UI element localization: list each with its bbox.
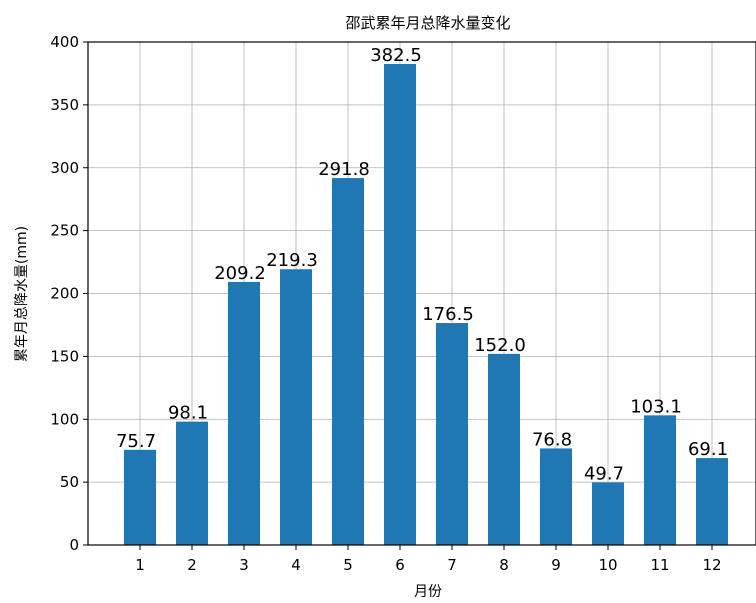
data-label: 152.0 bbox=[474, 335, 526, 356]
bar-month-4 bbox=[280, 269, 312, 545]
x-tick-label: 8 bbox=[499, 556, 509, 574]
x-tick-label: 6 bbox=[395, 556, 405, 574]
y-tick-label: 200 bbox=[50, 285, 79, 303]
x-axis-ticks: 1 2 3 4 5 6 7 8 9 10 11 12 bbox=[135, 545, 722, 574]
x-tick-label: 7 bbox=[447, 556, 457, 574]
data-label: 176.5 bbox=[422, 304, 474, 325]
x-tick-label: 2 bbox=[187, 556, 197, 574]
bar-month-1 bbox=[124, 449, 156, 545]
y-tick-label: 250 bbox=[50, 222, 79, 240]
y-tick-label: 350 bbox=[50, 96, 79, 114]
plot-frame bbox=[87, 41, 756, 546]
data-label: 291.8 bbox=[318, 159, 370, 180]
y-tick-label: 400 bbox=[50, 33, 79, 51]
bars bbox=[124, 64, 728, 545]
x-tick-label: 10 bbox=[598, 556, 617, 574]
bar-month-8 bbox=[488, 353, 520, 545]
bar-month-5 bbox=[332, 178, 364, 545]
bar-month-12 bbox=[696, 458, 728, 545]
bar-month-7 bbox=[436, 323, 468, 545]
data-label: 49.7 bbox=[584, 464, 624, 485]
data-label: 382.5 bbox=[370, 45, 422, 66]
bar-month-11 bbox=[644, 415, 676, 545]
x-tick-label: 12 bbox=[702, 556, 721, 574]
bar-month-3 bbox=[228, 281, 260, 545]
y-tick-label: 100 bbox=[50, 410, 79, 428]
x-tick-label: 3 bbox=[239, 556, 249, 574]
y-tick-label: 300 bbox=[50, 159, 79, 177]
data-label: 219.3 bbox=[266, 250, 318, 271]
y-axis-ticks: 0 50 100 150 200 250 300 350 400 bbox=[50, 33, 88, 554]
data-label: 103.1 bbox=[630, 396, 682, 417]
bar-month-9 bbox=[540, 448, 572, 545]
x-tick-label: 4 bbox=[291, 556, 301, 574]
data-label: 76.8 bbox=[532, 429, 572, 450]
x-tick-label: 9 bbox=[551, 556, 561, 574]
bar-month-6 bbox=[384, 64, 416, 545]
bar-month-2 bbox=[176, 421, 208, 545]
data-label: 209.2 bbox=[214, 263, 266, 284]
data-label: 75.7 bbox=[116, 431, 156, 452]
bar-month-10 bbox=[592, 482, 624, 545]
x-tick-label: 1 bbox=[135, 556, 145, 574]
data-label: 69.1 bbox=[688, 439, 728, 460]
y-tick-label: 0 bbox=[69, 536, 79, 554]
y-axis-label: 累年月总降水量(mm) bbox=[14, 226, 30, 362]
x-tick-label: 11 bbox=[650, 556, 669, 574]
y-tick-label: 150 bbox=[50, 347, 79, 365]
x-tick-label: 5 bbox=[343, 556, 353, 574]
y-tick-label: 50 bbox=[60, 473, 79, 491]
data-label: 98.1 bbox=[168, 403, 208, 424]
x-axis-label: 月份 bbox=[414, 584, 442, 600]
chart-title: 邵武累年月总降水量变化 bbox=[345, 14, 510, 32]
